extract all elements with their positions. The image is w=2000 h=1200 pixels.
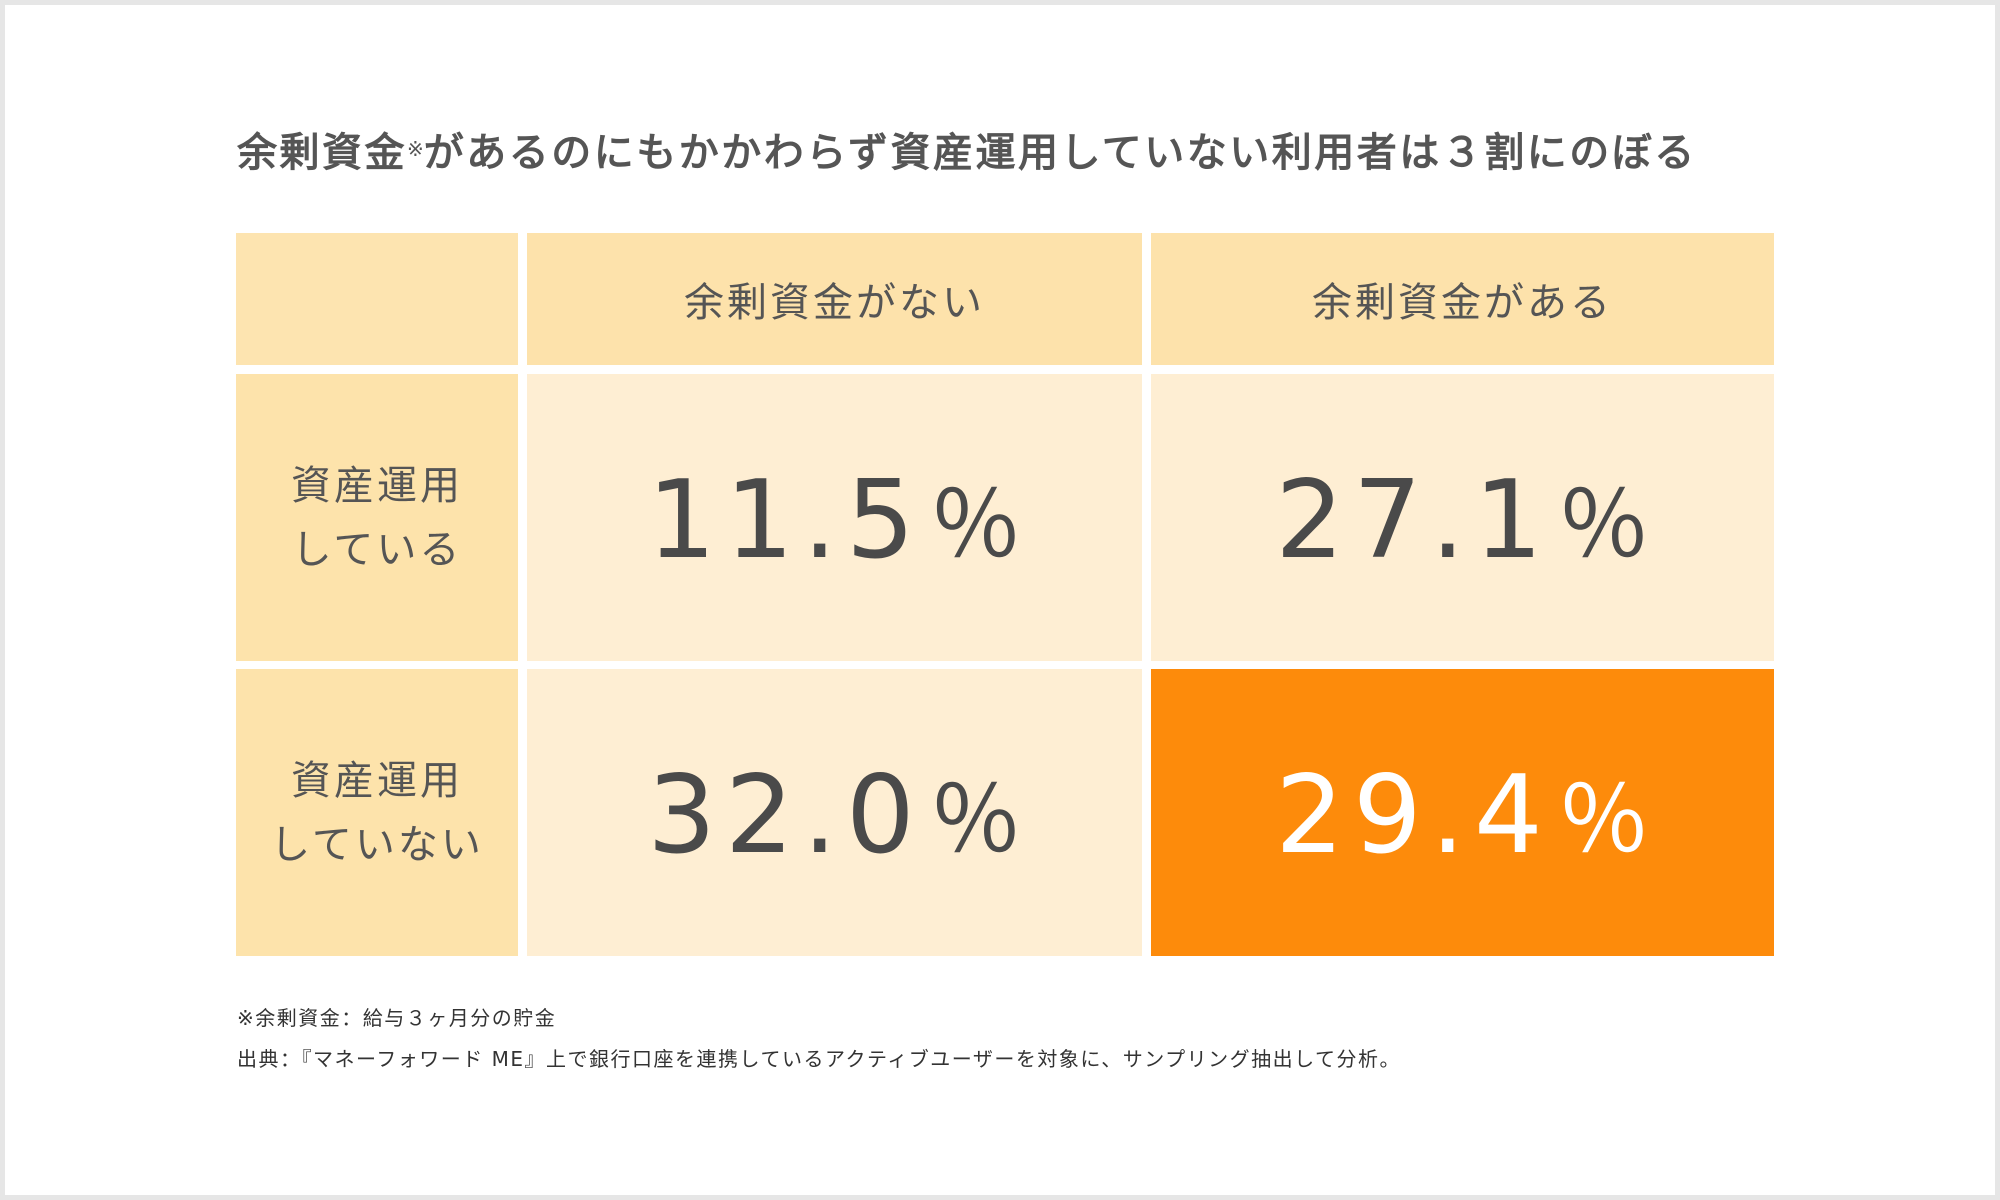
row-header-not-investing: 資産運用 していない <box>236 669 518 956</box>
title-main: 余剰資金 <box>237 130 407 176</box>
percent-sign: ％ <box>929 767 1022 874</box>
column-header-surplus: 余剰資金がある <box>1151 233 1774 365</box>
value-cell: 27.1％ <box>1151 374 1774 661</box>
chart-title: 余剰資金※があるのにもかかわらず資産運用していない利用者は３割にのぼる <box>237 122 1777 184</box>
value-label: 27.1％ <box>1275 458 1650 583</box>
row-header-line: していない <box>270 821 484 868</box>
row-header-line: 資産運用 <box>291 757 463 804</box>
footnote-definition: ※余剰資金：給与３ヶ月分の貯金 <box>237 1006 557 1030</box>
row-header-line: 資産運用 <box>291 462 463 509</box>
title-footnote-mark: ※ <box>407 137 424 161</box>
value-cell: 32.0％ <box>527 669 1142 956</box>
row-header-investing: 資産運用 している <box>236 374 518 661</box>
value-label: 29.4％ <box>1275 753 1650 878</box>
footnote-source: 出典：『マネーフォワード ME』上で銀行口座を連携しているアクティブユーザーを対… <box>237 1047 1402 1071</box>
value-label: 11.5％ <box>647 458 1022 583</box>
matrix-table: 余剰資金がない 余剰資金がある 資産運用 している 11.5％ 27.1％ 資産… <box>236 233 1774 956</box>
percent-sign: ％ <box>1557 472 1650 579</box>
title-rest: があるのにもかかわらず資産運用していない利用者は３割にのぼる <box>423 130 1697 176</box>
value-cell: 11.5％ <box>527 374 1142 661</box>
corner-cell <box>236 233 518 365</box>
percent-sign: ％ <box>1557 767 1650 874</box>
percent-sign: ％ <box>929 472 1022 579</box>
chart-frame: 余剰資金※があるのにもかかわらず資産運用していない利用者は３割にのぼる 余剰資金… <box>5 5 1995 1195</box>
column-header-no-surplus: 余剰資金がない <box>527 233 1142 365</box>
value-label: 32.0％ <box>647 753 1022 878</box>
footnotes: ※余剰資金：給与３ヶ月分の貯金 出典：『マネーフォワード ME』上で銀行口座を連… <box>237 1003 1797 1074</box>
row-header-line: している <box>291 526 463 573</box>
value-cell-highlighted: 29.4％ <box>1151 669 1774 956</box>
